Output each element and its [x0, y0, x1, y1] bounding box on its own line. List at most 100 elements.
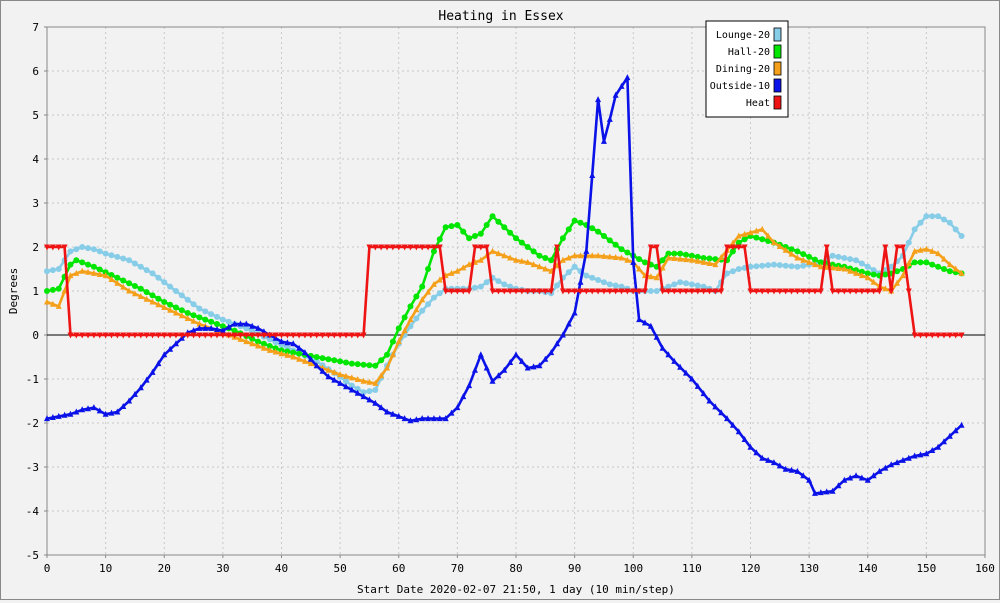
data-point-heat [911, 332, 918, 339]
data-point-hall-20 [260, 340, 267, 347]
data-point-lounge-20 [49, 267, 56, 274]
data-point-outside-10 [753, 449, 760, 456]
data-point-dining-20 [407, 316, 414, 323]
data-point-heat [518, 288, 525, 295]
data-point-outside-10 [876, 467, 883, 474]
data-point-hall-20 [296, 350, 303, 357]
data-point-hall-20 [442, 224, 449, 231]
y-tick-label: -5 [26, 549, 39, 562]
data-point-dining-20 [659, 264, 666, 271]
legend-label: Outside-10 [710, 81, 770, 92]
data-point-hall-20 [325, 356, 332, 363]
data-point-outside-10 [208, 324, 215, 331]
data-point-heat [255, 332, 262, 339]
legend-label: Hall-20 [728, 47, 770, 58]
data-point-hall-20 [513, 235, 519, 242]
data-point-hall-20 [688, 252, 695, 259]
x-tick-label: 70 [451, 562, 464, 575]
series-layer [44, 74, 965, 496]
data-point-heat [325, 332, 332, 339]
data-point-outside-10 [940, 438, 947, 445]
data-point-hall-20 [729, 248, 736, 255]
data-point-dining-20 [700, 258, 707, 265]
data-point-outside-10 [301, 349, 308, 356]
data-point-heat [559, 288, 566, 295]
data-point-dining-20 [161, 304, 168, 310]
data-point-dining-20 [272, 348, 279, 355]
data-point-heat [753, 288, 760, 295]
data-point-hall-20 [436, 236, 443, 243]
data-point-dining-20 [266, 346, 273, 353]
data-point-outside-10 [55, 412, 62, 419]
data-point-hall-20 [67, 261, 74, 268]
data-point-lounge-20 [800, 262, 807, 269]
y-axis-label: Degrees [7, 268, 20, 314]
data-point-heat [108, 332, 115, 339]
data-point-outside-10 [466, 382, 473, 389]
data-point-hall-20 [524, 244, 531, 250]
data-point-heat [278, 332, 285, 339]
data-point-dining-20 [735, 232, 742, 239]
data-point-hall-20 [659, 257, 666, 264]
data-point-outside-10 [659, 344, 666, 351]
data-point-hall-20 [929, 261, 936, 268]
data-point-outside-10 [618, 82, 625, 89]
data-point-outside-10 [149, 368, 156, 375]
data-point-hall-20 [618, 246, 625, 253]
data-point-outside-10 [307, 355, 314, 362]
data-point-dining-20 [835, 264, 842, 271]
data-point-outside-10 [513, 351, 519, 358]
data-point-heat [337, 332, 344, 339]
data-point-hall-20 [73, 257, 80, 264]
data-point-hall-20 [735, 239, 742, 246]
series-outside-10 [44, 74, 965, 496]
data-point-outside-10 [894, 459, 901, 466]
data-point-lounge-20 [190, 301, 197, 308]
data-point-outside-10 [647, 322, 654, 329]
data-point-lounge-20 [161, 279, 168, 286]
data-point-dining-20 [96, 271, 103, 277]
data-point-dining-20 [301, 357, 308, 364]
data-point-dining-20 [384, 364, 391, 371]
data-point-dining-20 [765, 232, 772, 239]
data-point-lounge-20 [360, 389, 367, 396]
data-point-lounge-20 [688, 281, 695, 288]
data-point-lounge-20 [167, 283, 174, 290]
data-point-heat [284, 332, 291, 339]
data-point-heat [301, 332, 308, 339]
data-point-lounge-20 [923, 213, 930, 220]
data-point-heat [501, 288, 508, 295]
data-point-hall-20 [606, 237, 613, 244]
data-point-lounge-20 [683, 280, 690, 287]
data-point-outside-10 [114, 408, 121, 415]
data-point-lounge-20 [935, 213, 942, 220]
data-point-dining-20 [847, 267, 854, 274]
data-point-lounge-20 [172, 288, 179, 294]
data-point-hall-20 [360, 361, 367, 368]
data-point-heat [178, 332, 185, 339]
data-point-heat [882, 244, 889, 251]
data-point-lounge-20 [143, 267, 150, 274]
data-point-outside-10 [237, 320, 244, 327]
data-point-dining-20 [782, 246, 789, 253]
y-tick-label: 0 [32, 329, 39, 342]
data-point-outside-10 [337, 379, 344, 386]
data-point-heat [225, 332, 232, 339]
data-point-hall-20 [530, 248, 537, 255]
data-point-lounge-20 [565, 269, 572, 276]
data-point-lounge-20 [782, 262, 789, 269]
data-point-lounge-20 [131, 260, 138, 267]
data-point-hall-20 [577, 219, 584, 226]
data-point-dining-20 [882, 285, 889, 292]
data-point-heat [85, 332, 92, 339]
data-point-outside-10 [296, 344, 303, 351]
data-point-outside-10 [630, 258, 637, 265]
data-point-outside-10 [729, 421, 736, 428]
data-point-hall-20 [671, 250, 678, 257]
data-point-outside-10 [718, 409, 725, 416]
data-point-hall-20 [683, 251, 690, 258]
data-point-hall-20 [636, 256, 643, 263]
x-tick-label: 0 [44, 562, 51, 575]
data-point-outside-10 [958, 421, 965, 428]
